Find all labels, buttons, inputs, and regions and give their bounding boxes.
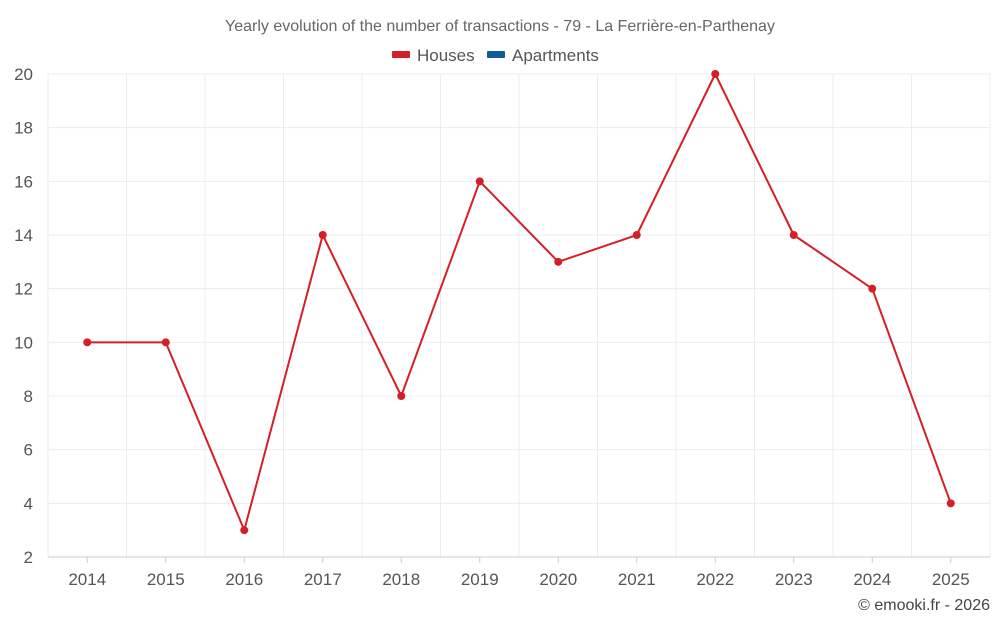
x-tick-label: 2017 [304, 570, 342, 589]
y-axis-ticks: 2 4 6 8 10 12 14 16 18 20 [14, 65, 33, 567]
x-tick-label: 2014 [68, 570, 106, 589]
series-line-houses [87, 73, 952, 532]
chart-title: Yearly evolution of the number of transa… [225, 18, 775, 35]
y-tick-label: 12 [14, 280, 33, 299]
legend-label-apartments: Apartments [512, 46, 599, 65]
y-tick-label: 14 [14, 226, 33, 245]
axes [48, 556, 990, 563]
data-point[interactable] [868, 284, 877, 293]
x-axis-ticks: 2014 2015 2016 2017 2018 2019 2020 2021 2022 2023… [68, 570, 969, 589]
data-point[interactable] [318, 231, 327, 239]
x-tick-label: 2018 [382, 570, 420, 589]
credit: © emooki.fr - 2026 [858, 597, 990, 614]
y-tick-label: 6 [24, 441, 33, 460]
series [83, 70, 955, 535]
y-tick-label: 20 [14, 65, 33, 84]
x-tick-label: 2020 [539, 570, 577, 589]
x-tick-label: 2019 [461, 570, 499, 589]
data-point[interactable] [554, 257, 563, 266]
data-point[interactable] [240, 526, 249, 535]
legend-item-houses[interactable]: Houses [392, 46, 475, 65]
x-tick-label: 2024 [853, 570, 891, 589]
data-point[interactable] [711, 70, 720, 78]
y-tick-label: 16 [14, 172, 33, 191]
data-point[interactable] [161, 338, 170, 347]
y-tick-label: 8 [24, 387, 33, 406]
legend-swatch-houses [392, 51, 410, 58]
x-tick-label: 2023 [775, 570, 813, 589]
y-tick-label: 10 [14, 333, 33, 352]
x-tick-label: 2015 [147, 570, 185, 589]
y-tick-label: 2 [24, 548, 33, 567]
y-tick-label: 18 [14, 119, 33, 138]
data-point[interactable] [946, 499, 955, 508]
legend-label-houses: Houses [417, 46, 475, 65]
y-tick-label: 4 [24, 494, 33, 513]
data-point[interactable] [475, 177, 484, 186]
x-tick-label: 2025 [932, 570, 970, 589]
x-tick-label: 2016 [225, 570, 263, 589]
legend-swatch-apartments [487, 51, 505, 58]
legend-item-apartments[interactable]: Apartments [487, 46, 599, 65]
legend: Houses Apartments [392, 46, 599, 65]
x-tick-label: 2021 [618, 570, 656, 589]
data-point[interactable] [397, 392, 406, 400]
grid [47, 73, 991, 557]
x-tick-label: 2022 [696, 570, 734, 589]
data-point[interactable] [83, 338, 92, 347]
data-point[interactable] [789, 231, 798, 239]
data-point[interactable] [632, 231, 641, 239]
